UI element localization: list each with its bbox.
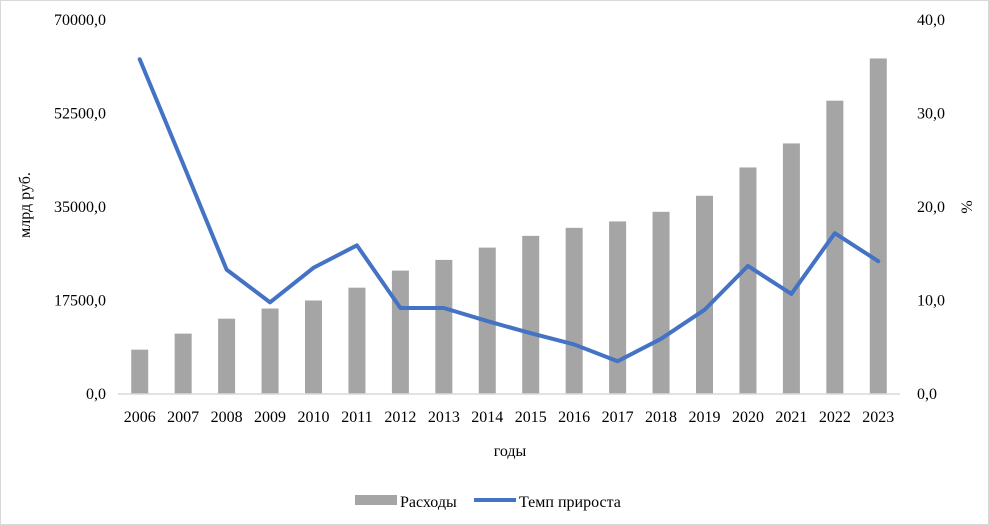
x-tick-label: 2016 [558, 409, 590, 426]
bar-2007 [174, 333, 192, 394]
x-tick-label: 2014 [471, 409, 503, 426]
bar-2006 [131, 349, 149, 394]
right-tick-label: 30,0 [917, 106, 945, 123]
right-tick-label: 0,0 [917, 386, 937, 403]
x-axis-label: годы [494, 443, 527, 460]
left-tick-label: 0,0 [86, 386, 106, 403]
left-tick-label: 52500,0 [54, 106, 106, 123]
bar-2017 [609, 221, 627, 394]
x-tick-label: 2013 [428, 409, 460, 426]
bar-2022 [826, 100, 844, 395]
bar-2019 [696, 195, 713, 394]
right-axis-label: % [959, 200, 976, 213]
x-tick-label: 2019 [689, 409, 721, 426]
x-tick-label: 2011 [341, 409, 372, 426]
right-axis-ticks: 0,0 10,0 20,0 30,0 40,0 [917, 12, 945, 403]
line-series [137, 57, 881, 364]
x-tick-label: 2017 [602, 409, 634, 426]
bar-2020 [739, 167, 757, 394]
x-tick-label: 2008 [211, 409, 243, 426]
bar-2021 [782, 143, 800, 394]
bar-2012 [391, 270, 409, 394]
x-tick-label: 2009 [254, 409, 286, 426]
bar-2010 [305, 300, 322, 394]
x-tick-label: 2023 [862, 409, 894, 426]
legend-label-line: Темп прироста [519, 494, 621, 511]
bar-2015 [522, 235, 540, 394]
left-tick-label: 35000,0 [54, 199, 106, 216]
right-tick-label: 40,0 [917, 12, 945, 29]
x-tick-label: 2015 [515, 409, 547, 426]
bar-2009 [261, 308, 279, 394]
left-tick-label: 70000,0 [54, 12, 106, 29]
x-tick-label: 2021 [775, 409, 807, 426]
x-tick-label: 2022 [819, 409, 851, 426]
bar-2008 [218, 318, 236, 394]
left-tick-label: 17500,0 [54, 293, 106, 310]
x-tick-label: 2007 [167, 409, 199, 426]
legend: Расходы Темп прироста [355, 494, 621, 511]
bar-2016 [565, 227, 583, 394]
legend-swatch-bar [355, 495, 397, 505]
bar-2011 [348, 287, 366, 394]
bar-2018 [652, 211, 670, 394]
legend-label-bar: Расходы [400, 494, 457, 511]
x-tick-label: 2010 [298, 409, 330, 426]
bar-2013 [435, 259, 453, 394]
bar-2023 [869, 58, 887, 395]
right-tick-label: 10,0 [917, 293, 945, 310]
x-tick-label: 2020 [732, 409, 764, 426]
bar-series [131, 58, 887, 395]
left-axis-label: млрд руб. [17, 172, 34, 238]
x-tick-label: 2012 [384, 409, 416, 426]
x-axis-ticks: 2006 2007 2008 2009 2010 2011 2012 2013 2014 2015… [124, 409, 895, 426]
x-tick-label: 2018 [645, 409, 677, 426]
right-tick-label: 20,0 [917, 199, 945, 216]
x-tick-label: 2006 [124, 409, 156, 426]
left-axis-ticks: 0,0 17500,0 35000,0 52500,0 70000,0 [54, 12, 106, 403]
